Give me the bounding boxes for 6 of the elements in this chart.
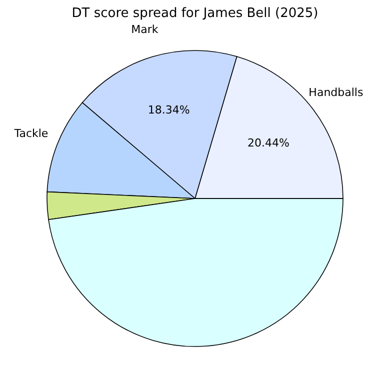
slice-label: Tackle bbox=[13, 127, 48, 140]
data-label: 18.34% bbox=[148, 104, 190, 117]
slice-label: Handballs bbox=[308, 86, 364, 100]
data-label: 20.44% bbox=[248, 136, 290, 150]
chart-title: DT score spread for James Bell (2025) bbox=[72, 6, 318, 21]
slice-label: Mark bbox=[131, 22, 159, 36]
